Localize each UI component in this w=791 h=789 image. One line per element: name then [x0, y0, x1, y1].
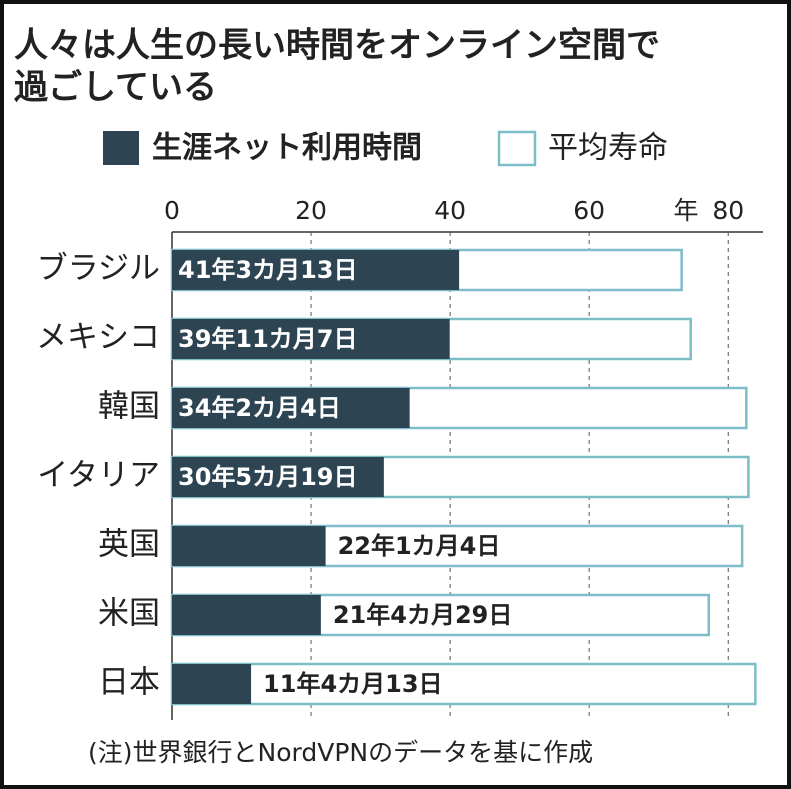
bar-net [172, 664, 252, 704]
bar-net [172, 319, 450, 359]
y-tick-label: イタリア [37, 458, 160, 494]
data-label: 11年4カ月13日 [263, 670, 443, 698]
legend-swatch [497, 130, 537, 167]
x-tick-label: 60 [573, 196, 605, 225]
x-tick-label: 20 [295, 196, 327, 225]
y-tick-label: 日本 [98, 665, 160, 701]
y-tick-label: メキシコ [36, 320, 160, 356]
x-tick-label: 80 [712, 196, 744, 225]
y-tick-label: ブラジル [37, 251, 160, 287]
x-tick-label: 40 [434, 196, 466, 225]
chart-title: 過ごしている [14, 68, 217, 108]
data-label: 30年5カ月19日 [178, 463, 358, 491]
legend-label: 平均寿命 [548, 131, 668, 166]
legend-swatch [103, 131, 139, 165]
y-tick-label: 英国 [98, 527, 160, 563]
bar-life [170, 662, 757, 706]
x-unit-label: 年 [673, 196, 698, 225]
note: (注)世界銀行とNordVPNのデータを基に作成 [88, 738, 593, 767]
bar-net [172, 526, 326, 566]
chart-title: 人々は人生の長い時間をオンライン空間で [14, 26, 660, 66]
x-tick-label: 0 [164, 196, 180, 225]
bar-net [172, 595, 321, 635]
data-label: 34年2カ月4日 [178, 394, 341, 422]
bar-net [172, 250, 460, 290]
data-label: 21年4カ月29日 [333, 601, 512, 629]
y-tick-label: 韓国 [98, 389, 160, 425]
legend-label: 生涯ネット利用時間 [152, 131, 422, 166]
bar-net [172, 388, 410, 428]
data-label: 22年1カ月4日 [338, 532, 501, 560]
data-label: 39年11カ月7日 [178, 325, 358, 353]
bar-net [172, 457, 384, 497]
data-label: 41年3カ月13日 [178, 256, 358, 284]
y-tick-label: 米国 [98, 596, 160, 632]
